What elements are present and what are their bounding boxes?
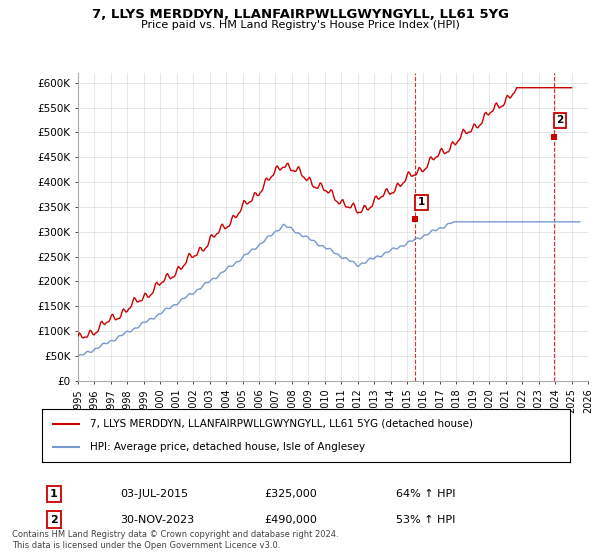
Text: HPI: Average price, detached house, Isle of Anglesey: HPI: Average price, detached house, Isle…	[89, 442, 365, 452]
Text: This data is licensed under the Open Government Licence v3.0.: This data is licensed under the Open Gov…	[12, 541, 280, 550]
Text: 1: 1	[50, 489, 58, 499]
Text: 03-JUL-2015: 03-JUL-2015	[120, 489, 188, 499]
Text: 53% ↑ HPI: 53% ↑ HPI	[396, 515, 455, 525]
Text: £325,000: £325,000	[264, 489, 317, 499]
Text: 30-NOV-2023: 30-NOV-2023	[120, 515, 194, 525]
Text: 64% ↑ HPI: 64% ↑ HPI	[396, 489, 455, 499]
Text: 7, LLYS MERDDYN, LLANFAIRPWLLGWYNGYLL, LL61 5YG (detached house): 7, LLYS MERDDYN, LLANFAIRPWLLGWYNGYLL, L…	[89, 419, 473, 429]
Text: 1: 1	[418, 198, 425, 207]
Text: Contains HM Land Registry data © Crown copyright and database right 2024.: Contains HM Land Registry data © Crown c…	[12, 530, 338, 539]
Text: £490,000: £490,000	[264, 515, 317, 525]
Text: 7, LLYS MERDDYN, LLANFAIRPWLLGWYNGYLL, LL61 5YG: 7, LLYS MERDDYN, LLANFAIRPWLLGWYNGYLL, L…	[91, 8, 509, 21]
Text: 2: 2	[556, 115, 563, 125]
Text: 2: 2	[50, 515, 58, 525]
Text: Price paid vs. HM Land Registry's House Price Index (HPI): Price paid vs. HM Land Registry's House …	[140, 20, 460, 30]
